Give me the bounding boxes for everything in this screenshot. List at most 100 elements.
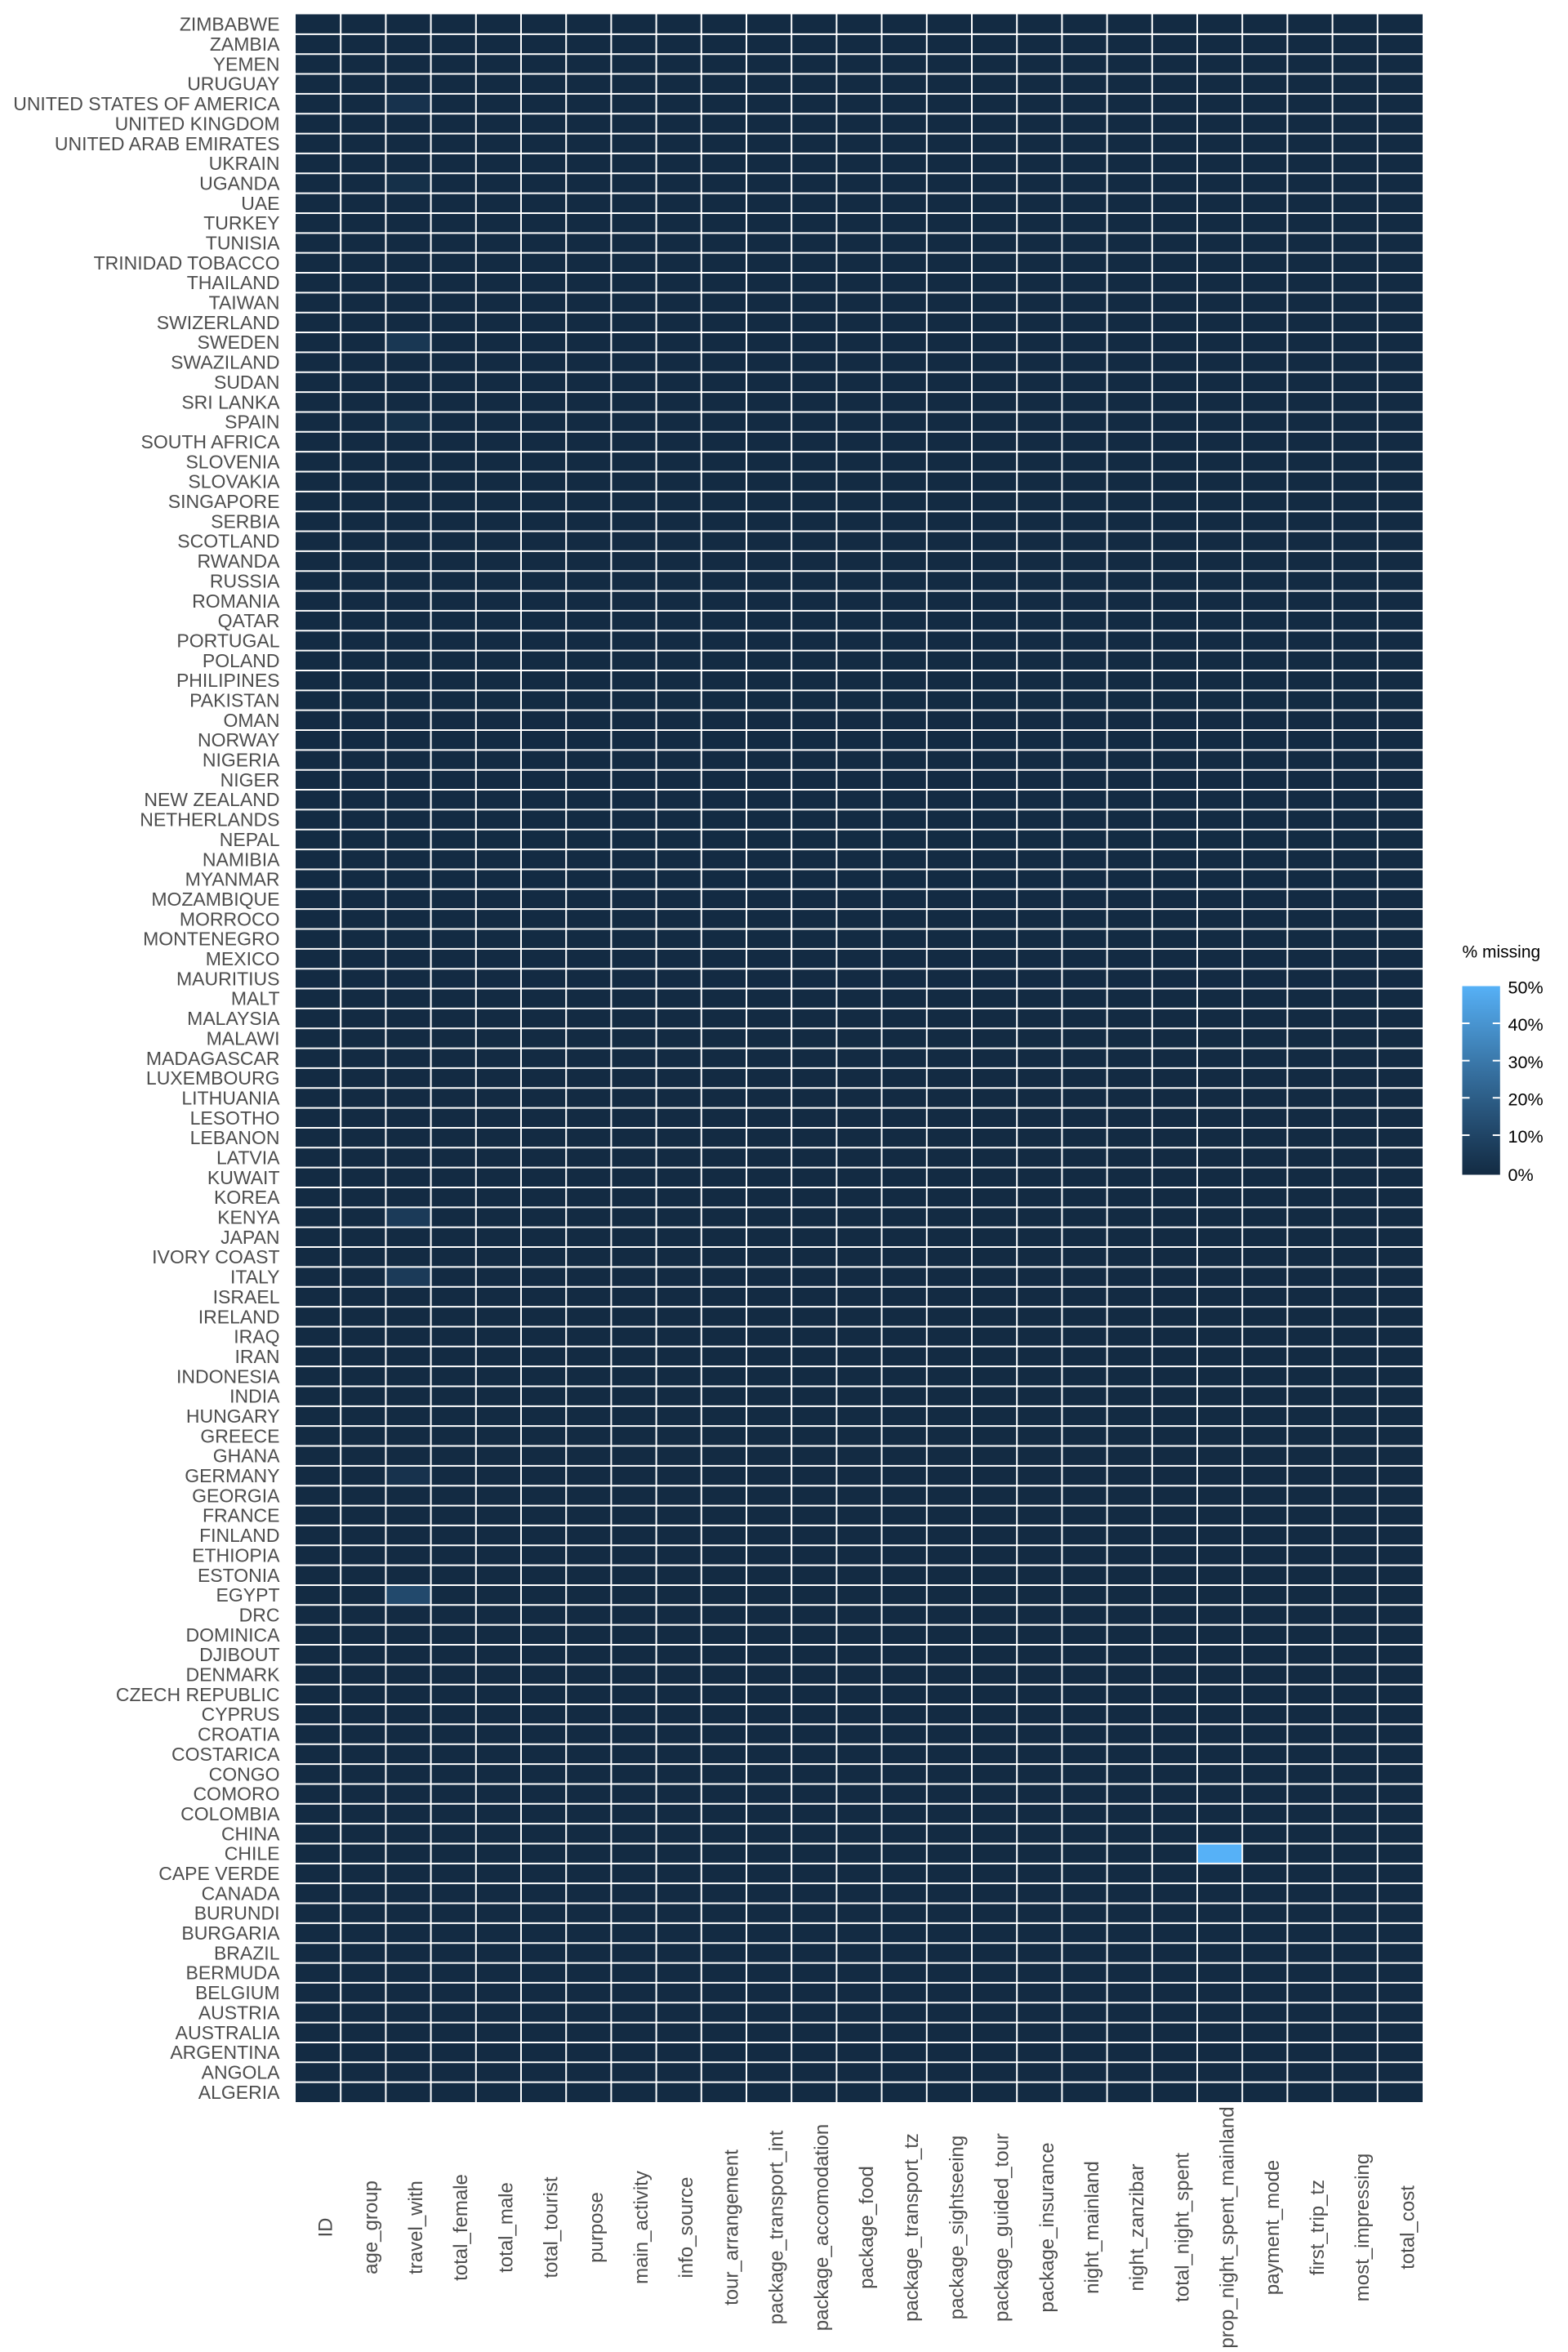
svg-text:first_trip_tz: first_trip_tz	[1307, 2180, 1329, 2275]
svg-text:PAKISTAN: PAKISTAN	[189, 690, 279, 711]
svg-text:CZECH REPUBLIC: CZECH REPUBLIC	[116, 1684, 280, 1705]
svg-text:ROMANIA: ROMANIA	[192, 590, 280, 612]
svg-text:package_transport_int: package_transport_int	[766, 2130, 788, 2324]
svg-text:30%: 30%	[1508, 1052, 1544, 1072]
svg-text:RWANDA: RWANDA	[198, 550, 281, 572]
svg-text:THAILAND: THAILAND	[187, 272, 280, 293]
svg-text:SERBIA: SERBIA	[211, 510, 280, 532]
svg-text:SUDAN: SUDAN	[214, 372, 280, 393]
svg-text:FINLAND: FINLAND	[199, 1525, 279, 1546]
svg-text:NETHERLANDS: NETHERLANDS	[140, 809, 279, 831]
svg-text:total_tourist: total_tourist	[541, 2176, 563, 2278]
svg-text:GREECE: GREECE	[200, 1425, 279, 1446]
svg-text:CONGO: CONGO	[209, 1763, 280, 1784]
svg-text:PHILIPINES: PHILIPINES	[176, 670, 280, 691]
svg-text:CANADA: CANADA	[202, 1882, 281, 1904]
svg-text:TUNISIA: TUNISIA	[206, 233, 280, 254]
svg-text:CAPE VERDE: CAPE VERDE	[158, 1863, 279, 1884]
svg-text:total_cost: total_cost	[1396, 2185, 1419, 2270]
svg-text:OMAN: OMAN	[224, 710, 280, 731]
svg-text:KUWAIT: KUWAIT	[207, 1167, 280, 1188]
svg-text:AUSTRIA: AUSTRIA	[198, 2002, 280, 2023]
svg-text:GERMANY: GERMANY	[185, 1465, 279, 1486]
svg-text:MALAWI: MALAWI	[207, 1027, 280, 1049]
svg-text:total_male: total_male	[495, 2182, 517, 2273]
svg-text:URUGUAY: URUGUAY	[187, 74, 279, 95]
svg-text:package_transport_tz: package_transport_tz	[901, 2133, 923, 2322]
svg-text:main_activity: main_activity	[630, 2171, 653, 2284]
svg-text:COSTARICA: COSTARICA	[172, 1744, 280, 1765]
svg-text:SWAZILAND: SWAZILAND	[171, 352, 279, 373]
svg-text:SCOTLAND: SCOTLAND	[177, 531, 279, 552]
svg-text:POLAND: POLAND	[203, 650, 280, 671]
svg-text:CROATIA: CROATIA	[198, 1724, 280, 1745]
svg-text:ISRAEL: ISRAEL	[213, 1286, 280, 1307]
svg-text:ITALY: ITALY	[230, 1267, 280, 1288]
svg-text:NEW ZEALAND: NEW ZEALAND	[144, 789, 279, 810]
svg-text:CYPRUS: CYPRUS	[202, 1704, 280, 1725]
svg-text:prop_night_spent_mainland: prop_night_spent_mainland	[1217, 2106, 1239, 2348]
svg-text:MONTENEGRO: MONTENEGRO	[143, 929, 279, 950]
svg-text:IRAQ: IRAQ	[234, 1326, 279, 1348]
svg-text:age_group: age_group	[360, 2180, 382, 2274]
svg-text:LATVIA: LATVIA	[216, 1147, 280, 1169]
svg-text:MAURITIUS: MAURITIUS	[176, 968, 280, 989]
svg-text:40%: 40%	[1508, 1014, 1544, 1035]
svg-text:info_source: info_source	[675, 2176, 697, 2278]
svg-text:ZIMBABWE: ZIMBABWE	[180, 14, 280, 35]
svg-text:TAIWAN: TAIWAN	[209, 292, 280, 314]
svg-text:10%: 10%	[1508, 1126, 1544, 1147]
svg-text:GHANA: GHANA	[213, 1446, 280, 1467]
svg-text:package_insurance: package_insurance	[1036, 2142, 1058, 2312]
svg-text:ALGERIA: ALGERIA	[198, 2082, 280, 2103]
svg-text:most_impressing: most_impressing	[1352, 2154, 1374, 2301]
svg-text:tour_arrangement: tour_arrangement	[720, 2149, 742, 2305]
svg-text:UAE: UAE	[241, 193, 279, 214]
svg-text:SLOVENIA: SLOVENIA	[185, 451, 280, 472]
svg-text:total_night_spent: total_night_spent	[1171, 2153, 1193, 2302]
svg-text:CHILE: CHILE	[225, 1843, 280, 1864]
svg-text:payment_mode: payment_mode	[1262, 2160, 1284, 2295]
svg-text:TURKEY: TURKEY	[203, 212, 279, 234]
svg-text:UNITED ARAB EMIRATES: UNITED ARAB EMIRATES	[55, 133, 280, 154]
svg-text:ID: ID	[315, 2218, 337, 2238]
svg-text:IRAN: IRAN	[235, 1346, 280, 1367]
svg-text:ESTONIA: ESTONIA	[198, 1565, 280, 1586]
svg-text:MYANMAR: MYANMAR	[185, 869, 280, 890]
svg-text:KENYA: KENYA	[217, 1207, 280, 1228]
svg-text:SLOVAKIA: SLOVAKIA	[188, 471, 280, 492]
svg-text:package_sightseeing: package_sightseeing	[946, 2136, 968, 2320]
svg-text:50%: 50%	[1508, 977, 1544, 997]
svg-text:ZAMBIA: ZAMBIA	[210, 33, 280, 55]
svg-text:NEPAL: NEPAL	[220, 829, 280, 850]
svg-text:JAPAN: JAPAN	[220, 1227, 279, 1248]
svg-text:UKRAIN: UKRAIN	[209, 153, 280, 174]
svg-text:IRELAND: IRELAND	[198, 1306, 280, 1327]
svg-text:DJIBOUT: DJIBOUT	[199, 1644, 279, 1665]
svg-text:DENMARK: DENMARK	[185, 1664, 280, 1686]
svg-text:0%: 0%	[1508, 1165, 1534, 1185]
svg-text:package_accomodation: package_accomodation	[811, 2124, 833, 2332]
svg-text:COLOMBIA: COLOMBIA	[180, 1803, 280, 1824]
svg-text:HUNGARY: HUNGARY	[186, 1405, 280, 1427]
svg-text:SINGAPORE: SINGAPORE	[168, 491, 280, 512]
svg-text:QATAR: QATAR	[218, 610, 280, 631]
svg-text:travel_with: travel_with	[405, 2180, 427, 2274]
svg-text:SWIZERLAND: SWIZERLAND	[157, 312, 280, 333]
svg-text:DRC: DRC	[239, 1605, 280, 1626]
svg-text:MALAYSIA: MALAYSIA	[187, 1008, 280, 1029]
svg-text:SWEDEN: SWEDEN	[198, 332, 280, 353]
svg-text:UNITED KINGDOM: UNITED KINGDOM	[115, 113, 280, 134]
svg-text:COMORO: COMORO	[193, 1784, 279, 1805]
svg-text:ETHIOPIA: ETHIOPIA	[192, 1544, 280, 1566]
svg-text:RUSSIA: RUSSIA	[210, 570, 280, 591]
svg-text:INDIA: INDIA	[229, 1386, 280, 1407]
svg-text:purpose: purpose	[586, 2192, 608, 2263]
svg-text:FRANCE: FRANCE	[203, 1505, 280, 1526]
svg-text:EGYPT: EGYPT	[216, 1584, 280, 1606]
svg-text:UNITED STATES OF AMERICA: UNITED STATES OF AMERICA	[13, 93, 280, 114]
svg-text:ANGOLA: ANGOLA	[202, 2062, 281, 2083]
svg-text:% missing: % missing	[1463, 943, 1541, 962]
svg-text:MEXICO: MEXICO	[206, 948, 280, 969]
svg-text:NAMIBIA: NAMIBIA	[203, 849, 280, 870]
